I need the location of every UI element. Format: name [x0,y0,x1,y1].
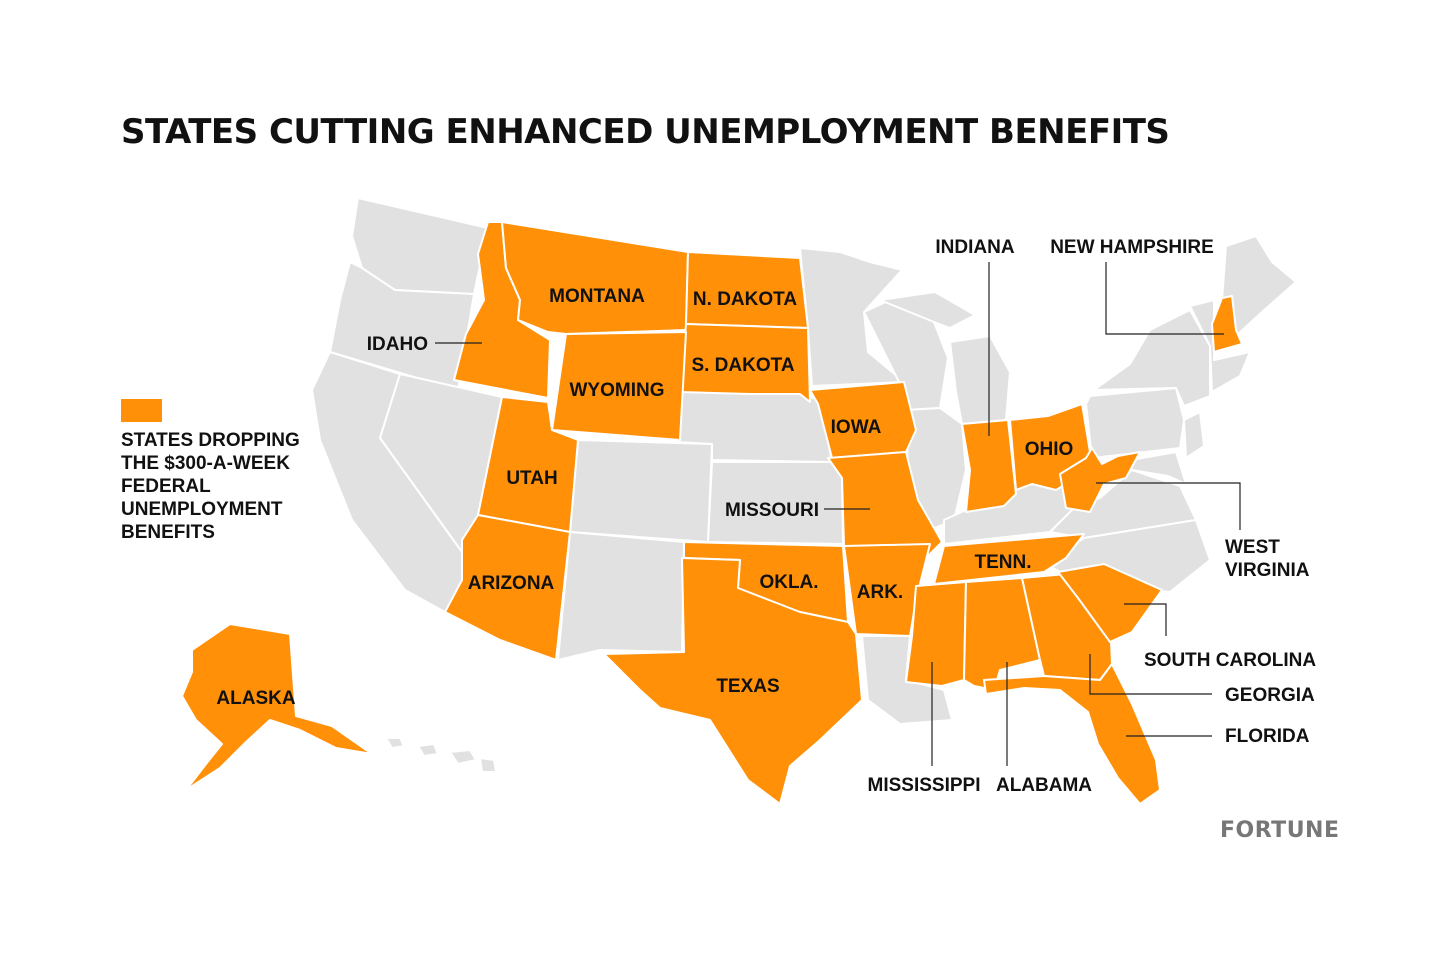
leader-south-carolina [1124,603,1167,636]
state-colorado [569,439,713,543]
state-wyoming [551,331,687,441]
label-iowa: IOWA [831,417,882,438]
label-florida: FLORIDA [1225,726,1310,747]
state-mississippi [905,581,967,687]
leader-west-virginia [1096,482,1241,530]
label-utah: UTAH [506,468,557,489]
state-labels: MONTANA N. DAKOTA S. DAKOTA WYOMING IDAH… [216,237,1316,796]
label-missouri: MISSOURI [725,500,819,521]
label-oklahoma: OKLA. [759,572,818,593]
label-wyoming: WYOMING [570,380,665,401]
label-tennessee: TENN. [975,552,1032,573]
label-arizona: ARIZONA [468,573,555,594]
leader-new-hampshire [1105,262,1224,335]
label-arkansas: ARK. [857,582,903,603]
state-minnesota [799,247,905,387]
label-mississippi: MISSISSIPPI [868,775,981,796]
state-pennsylvania [1085,387,1185,459]
leader-georgia [1089,654,1212,695]
legend-text: STATES DROPPING THE $300-A-WEEK FEDERAL … [121,430,300,543]
label-new-hampshire: NEW HAMPSHIRE [1050,237,1214,258]
state-arizona [444,514,571,661]
label-georgia: GEORGIA [1225,685,1315,706]
state-south-carolina [1057,563,1163,643]
label-idaho: IDAHO [367,334,428,355]
state-florida [983,663,1161,805]
label-alaska: ALASKA [216,688,295,709]
highlighted-states [181,221,1243,805]
state-new-hampshire [1211,295,1243,353]
state-missouri [827,451,943,557]
label-west-virginia-line2: VIRGINIA [1225,560,1310,581]
state-new-england [1189,299,1251,393]
state-new-jersey [1183,411,1205,459]
label-south-carolina: SOUTH CAROLINA [1144,650,1316,671]
label-south-dakota: S. DAKOTA [691,355,794,376]
label-indiana: INDIANA [935,237,1014,258]
state-texas [603,557,863,805]
legend-swatch [121,399,162,422]
label-alabama: ALABAMA [996,775,1092,796]
leader-lines [435,262,1241,766]
label-montana: MONTANA [549,286,645,307]
label-north-dakota: N. DAKOTA [693,289,797,310]
state-alaska [181,623,373,791]
label-texas: TEXAS [716,676,779,697]
state-montana [501,221,689,335]
state-hawaii [385,737,497,773]
state-indiana [961,419,1017,513]
state-new-mexico [557,531,685,661]
state-tennessee [933,533,1085,585]
brand-logo: FORTUNE [1220,818,1340,843]
state-west-virginia [1059,447,1141,513]
label-ohio: OHIO [1025,439,1074,460]
state-louisiana [861,635,953,725]
label-west-virginia-line1: WEST [1225,537,1280,558]
map-title: STATES CUTTING ENHANCED UNEMPLOYMENT BEN… [121,112,1170,152]
